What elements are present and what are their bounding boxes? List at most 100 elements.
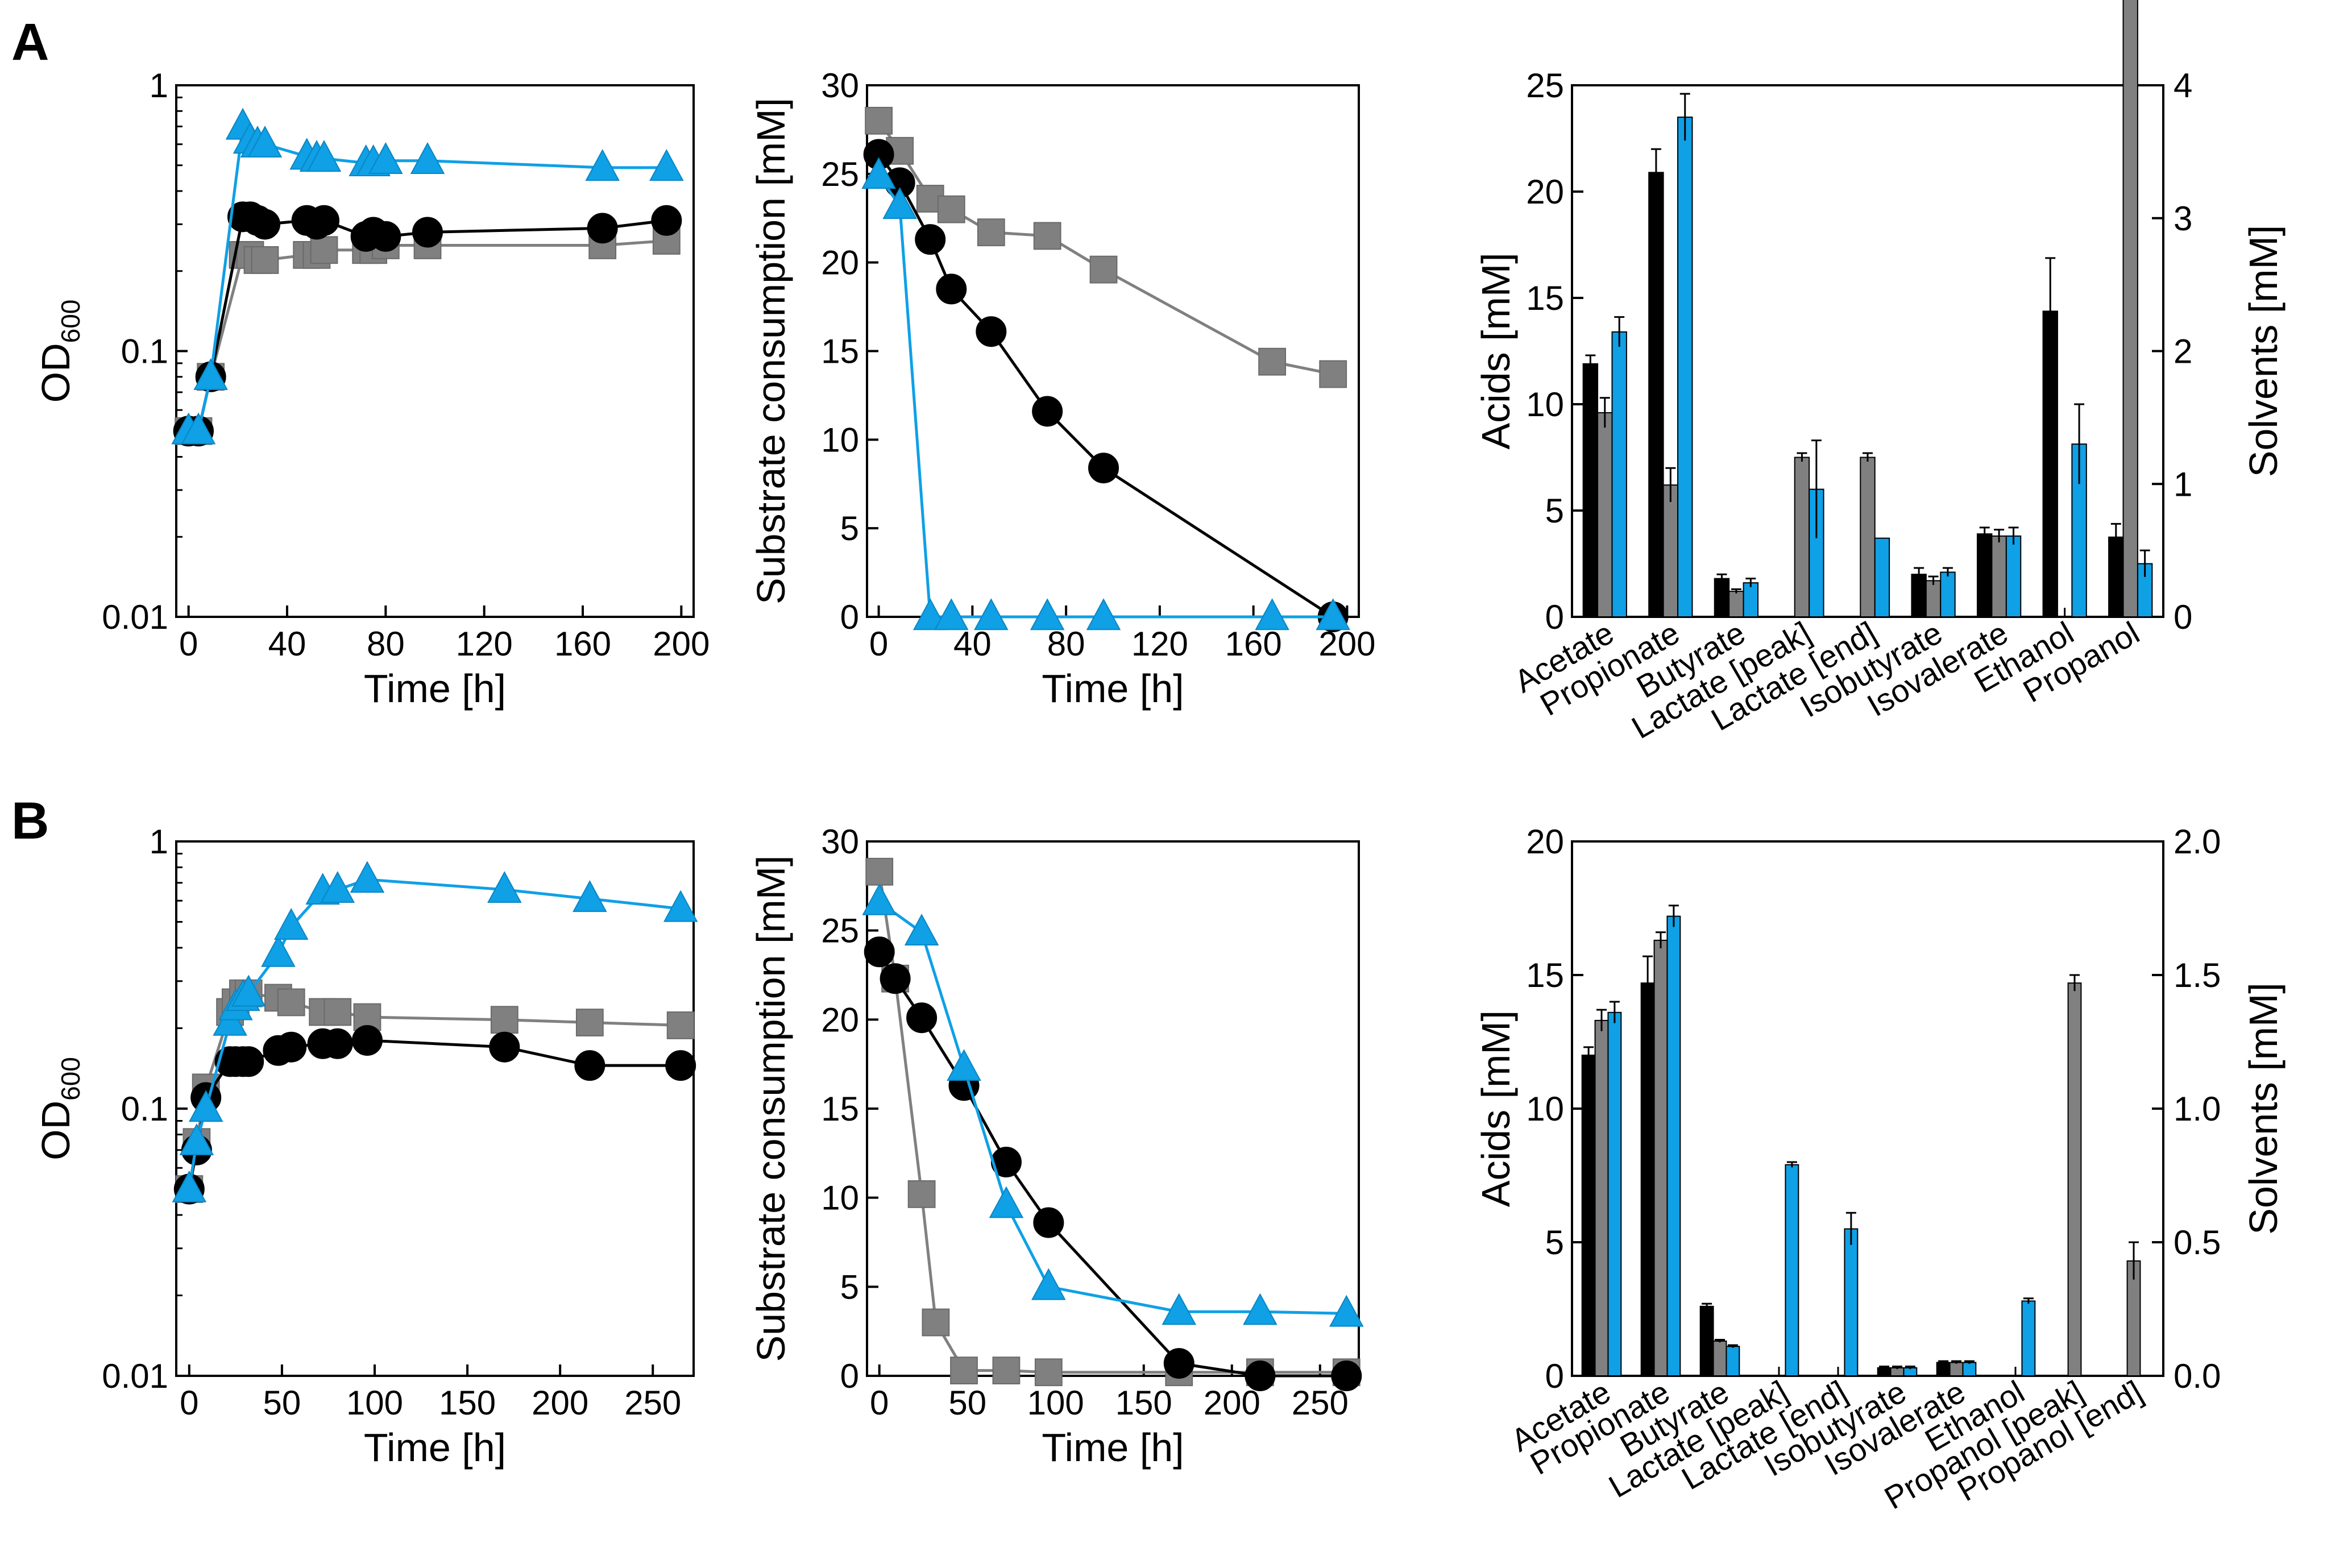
products-b-y-right-axis-label: Solvents [mM]: [2241, 982, 2286, 1234]
growth-b-point-blue-triangles: [172, 1170, 207, 1202]
growth-b-y-axis-label-main: OD: [34, 1101, 78, 1160]
growth-b-point-blue-triangles: [261, 935, 296, 967]
products-a-bar-gray: [1597, 412, 1613, 618]
growth-a-x-tick-label: 120: [456, 625, 513, 663]
growth-b-point-black-circles: [233, 1046, 264, 1077]
products-b-y-left-tick-label: 15: [1526, 956, 1564, 994]
substrate-a-point-blue-triangles: [1316, 598, 1350, 630]
growth-a-point-black-circles: [587, 213, 618, 244]
substrate-b-y-tick-label: 20: [821, 1001, 859, 1039]
substrate-b-point-black-circles: [1163, 1348, 1194, 1379]
growth-a-y-axis-label-sub: 600: [56, 300, 85, 343]
growth-b-x-tick-label: 0: [180, 1384, 198, 1422]
substrate-b-point-blue-triangles: [1162, 1293, 1197, 1325]
growth-a-point-blue-triangles: [410, 142, 445, 174]
products-b-y-left-tick-label: 10: [1526, 1090, 1564, 1128]
growth-b-point-blue-triangles: [273, 908, 309, 940]
growth-a-point-blue-triangles: [247, 125, 283, 157]
products-a-y-right-tick-label: 4: [2174, 67, 2192, 105]
products-a-bar-gray: [1728, 591, 1744, 617]
products-a-y-left-tick-label: 0: [1545, 598, 1564, 636]
substrate-a-point-gray-squares: [937, 195, 965, 223]
growth-b-point-gray-squares: [277, 988, 305, 1017]
products-a-y-left-tick-label: 5: [1545, 492, 1564, 530]
products-b-bar-black: [1581, 1055, 1596, 1376]
products-a-bar-black: [1911, 574, 1927, 618]
products-b-bar-blue: [1726, 1346, 1740, 1377]
growth-a-point-blue-triangles: [181, 412, 216, 445]
substrate-a-series-line-blue-triangles: [877, 175, 1333, 619]
substrate-b-point-blue-triangles: [862, 883, 897, 915]
substrate-a-y-tick-label: 20: [821, 244, 859, 282]
growth-b-point-gray-squares: [666, 1011, 695, 1039]
growth-b-series-line-gray-squares: [188, 992, 681, 1189]
growth-b-point-blue-triangles: [573, 880, 607, 912]
products-b-y-right-tick-label: 1.5: [2174, 956, 2221, 994]
substrate-a-point-black-circles: [1032, 396, 1063, 427]
growth-a-point-gray-squares: [251, 246, 279, 274]
growth-a-x-tick-label: 200: [653, 625, 710, 663]
substrate-a-point-gray-squares: [1258, 347, 1286, 376]
substrate-a-series-line-black-circles: [877, 154, 1334, 619]
growth-b-point-blue-triangles: [231, 974, 266, 1007]
growth-a-point-blue-triangles: [368, 142, 403, 174]
products-a-bar-black: [1976, 533, 1993, 618]
products-b-bar-gray: [1653, 939, 1668, 1376]
substrate-b-point-blue-triangles: [947, 1049, 981, 1081]
products-b-y-right-tick-label: 0.0: [2174, 1357, 2221, 1395]
products-b-y-right-tick-label: 0.5: [2174, 1223, 2221, 1262]
products-a-y-right-axis-label: Solvents [mM]: [2241, 225, 2286, 477]
products-b-y-right-tick-label: 2.0: [2174, 823, 2221, 861]
substrate-a-y-tick-label: 25: [821, 155, 859, 193]
growth-a-x-tick-label: 80: [367, 625, 405, 663]
products-a-y-left-tick-label: 20: [1526, 173, 1564, 211]
products-a-y-right-tick-label: 3: [2174, 200, 2192, 238]
growth-b-series-line-blue-triangles: [188, 878, 681, 1189]
growth-a-point-blue-triangles: [306, 140, 342, 172]
substrate-b-point-gray-squares: [907, 1180, 936, 1208]
products-a-y-right-tick-label: 2: [2174, 333, 2192, 371]
substrate-b-point-gray-squares: [950, 1357, 978, 1384]
substrate-b-plot-frame: [866, 840, 1360, 1377]
products-b-bar-black: [1640, 982, 1655, 1376]
substrate-b-point-black-circles: [990, 1147, 1022, 1177]
products-a-bar-blue: [1940, 571, 1956, 618]
substrate-b-point-black-circles: [880, 963, 911, 994]
products-b-bar-blue: [1962, 1362, 1977, 1376]
growth-b-y-tick-label: 0.1: [121, 1090, 168, 1128]
growth-b-x-tick-label: 50: [263, 1384, 301, 1422]
substrate-a-y-tick-label: 15: [821, 333, 859, 371]
panel-letter-b: B: [11, 792, 49, 850]
growth-b-point-blue-triangles: [350, 861, 385, 893]
substrate-b-point-black-circles: [864, 936, 895, 968]
products-b-bar-gray: [1712, 1340, 1727, 1376]
products-b-y-right-tick-label: 1.0: [2174, 1090, 2221, 1128]
substrate-a-y-tick-label: 10: [821, 421, 859, 459]
growth-b-point-black-circles: [276, 1031, 307, 1063]
substrate-b-y-tick-label: 25: [821, 912, 859, 950]
substrate-b-point-black-circles: [1331, 1360, 1362, 1391]
substrate-a-x-tick-label: 160: [1225, 625, 1282, 663]
substrate-a-y-tick-label: 30: [821, 67, 859, 105]
products-b-y-left-axis-label: Acids [mM]: [1474, 1010, 1518, 1207]
substrate-a-point-blue-triangles: [913, 598, 948, 630]
substrate-a-point-gray-squares: [1033, 222, 1061, 250]
substrate-a-point-blue-triangles: [974, 598, 1009, 630]
substrate-a-point-gray-squares: [1319, 360, 1347, 388]
growth-b-y-tick-label: 0.01: [102, 1357, 168, 1395]
substrate-a-x-tick-label: 120: [1131, 625, 1188, 663]
substrate-a-y-tick-label: 5: [840, 509, 859, 547]
growth-b-x-axis-label: Time [h]: [364, 1425, 506, 1470]
substrate-a-x-tick-label: 40: [953, 625, 992, 663]
growth-a-x-axis-label: Time [h]: [364, 666, 506, 711]
substrate-a-y-axis-label: Substrate consumption [mM]: [749, 98, 793, 604]
substrate-b-point-blue-triangles: [1329, 1295, 1364, 1327]
substrate-a-point-blue-triangles: [1086, 598, 1121, 630]
products-chart-b: 0 5 10 15 20 0.0 0.5 1.0 1.5 2.0 Acids [mM] Solvent…: [1474, 823, 2286, 1516]
substrate-a-point-blue-triangles: [882, 187, 917, 219]
substrate-b-x-tick-label: 250: [1292, 1384, 1349, 1422]
growth-b-x-tick-label: 250: [624, 1384, 681, 1422]
substrate-chart-b: 0 50 100 150 200 250 0 5 10 15 20 25 30 Time [h] Subst…: [749, 823, 1364, 1470]
